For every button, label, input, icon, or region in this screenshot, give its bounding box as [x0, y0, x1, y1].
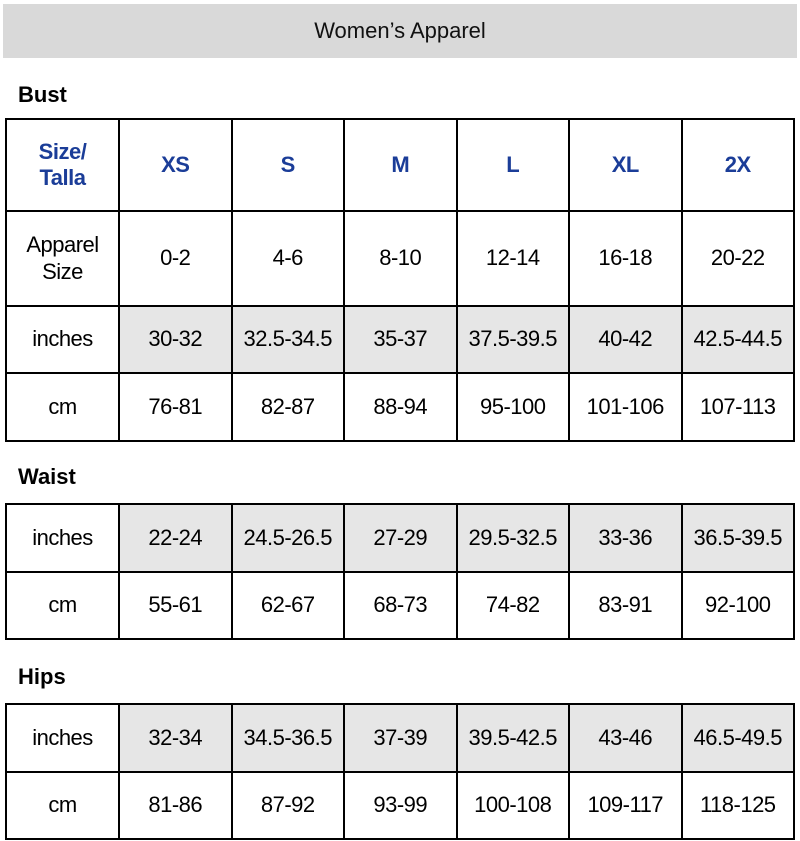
table-cell: 88-94 [343, 372, 458, 442]
table-cell: 32-34 [118, 703, 233, 773]
table-cell: 43-46 [568, 703, 683, 773]
row-label: cm [5, 571, 120, 640]
table-cell: 92-100 [680, 571, 795, 640]
table-cell: 81-86 [118, 771, 233, 840]
table-row: cm 76-81 82-87 88-94 95-100 101-106 107-113 [5, 372, 795, 442]
size-table: inches 32-34 34.5-36.5 37-39 39.5-42.5 43-46 4… [5, 703, 795, 840]
table-cell: 29.5-32.5 [455, 503, 570, 573]
table-cell: 16-18 [568, 210, 683, 307]
row-label: cm [5, 372, 120, 442]
table-cell: 46.5-49.5 [680, 703, 795, 773]
row-label: Size/ Talla [5, 118, 120, 212]
table-cell: 100-108 [455, 771, 570, 840]
table-cell: 2X [680, 118, 795, 212]
table-cell: 109-117 [568, 771, 683, 840]
table-cell: S [230, 118, 345, 212]
table-cell: 87-92 [230, 771, 345, 840]
table-cell: 30-32 [118, 305, 233, 374]
section-title: Hips [18, 664, 66, 689]
table-cell: 101-106 [568, 372, 683, 442]
table-cell: 0-2 [118, 210, 233, 307]
table-cell: 42.5-44.5 [680, 305, 795, 374]
table-cell: 4-6 [230, 210, 345, 307]
table-cell: 24.5-26.5 [230, 503, 345, 573]
table-cell: 32.5-34.5 [230, 305, 345, 374]
row-label: inches [5, 703, 120, 773]
table-cell: 35-37 [343, 305, 458, 374]
table-cell: 107-113 [680, 372, 795, 442]
row-label: inches [5, 503, 120, 573]
table-cell: 83-91 [568, 571, 683, 640]
table-cell: 37.5-39.5 [455, 305, 570, 374]
section-title: Waist [18, 464, 76, 489]
table-cell: 12-14 [455, 210, 570, 307]
size-table: Size/ Talla XS S M L XL 2X Apparel Size 0-2 4-6 8-… [5, 118, 795, 442]
table-cell: 37-39 [343, 703, 458, 773]
table-cell: 55-61 [118, 571, 233, 640]
table-row: cm 55-61 62-67 68-73 74-82 83-91 92-100 [5, 571, 795, 640]
table-cell: 20-22 [680, 210, 795, 307]
table-cell: 40-42 [568, 305, 683, 374]
table-cell: 39.5-42.5 [455, 703, 570, 773]
table-cell: 93-99 [343, 771, 458, 840]
table-row: cm 81-86 87-92 93-99 100-108 109-117 118-125 [5, 771, 795, 840]
table-row: Apparel Size 0-2 4-6 8-10 12-14 16-18 20-22 [5, 210, 795, 307]
table-cell: XL [568, 118, 683, 212]
table-cell: XS [118, 118, 233, 212]
table-cell: 33-36 [568, 503, 683, 573]
section-title: Bust [18, 82, 67, 107]
row-label: Apparel Size [5, 210, 120, 307]
table-row: inches 32-34 34.5-36.5 37-39 39.5-42.5 43-46 4… [5, 703, 795, 773]
table-cell: 76-81 [118, 372, 233, 442]
table-row: Size/ Talla XS S M L XL 2X [5, 118, 795, 212]
table-cell: 68-73 [343, 571, 458, 640]
header-title: Women’s Apparel [3, 4, 797, 58]
size-table: inches 22-24 24.5-26.5 27-29 29.5-32.5 33-36 3… [5, 503, 795, 640]
table-cell: 118-125 [680, 771, 795, 840]
table-cell: 34.5-36.5 [230, 703, 345, 773]
table-row: inches 22-24 24.5-26.5 27-29 29.5-32.5 33-36 3… [5, 503, 795, 573]
table-row: inches 30-32 32.5-34.5 35-37 37.5-39.5 40-42 4… [5, 305, 795, 374]
table-cell: M [343, 118, 458, 212]
table-cell: 27-29 [343, 503, 458, 573]
row-label: cm [5, 771, 120, 840]
row-label: inches [5, 305, 120, 374]
table-cell: 82-87 [230, 372, 345, 442]
table-cell: 36.5-39.5 [680, 503, 795, 573]
table-cell: 8-10 [343, 210, 458, 307]
table-cell: 22-24 [118, 503, 233, 573]
table-cell: 74-82 [455, 571, 570, 640]
table-cell: L [455, 118, 570, 212]
table-cell: 62-67 [230, 571, 345, 640]
table-cell: 95-100 [455, 372, 570, 442]
